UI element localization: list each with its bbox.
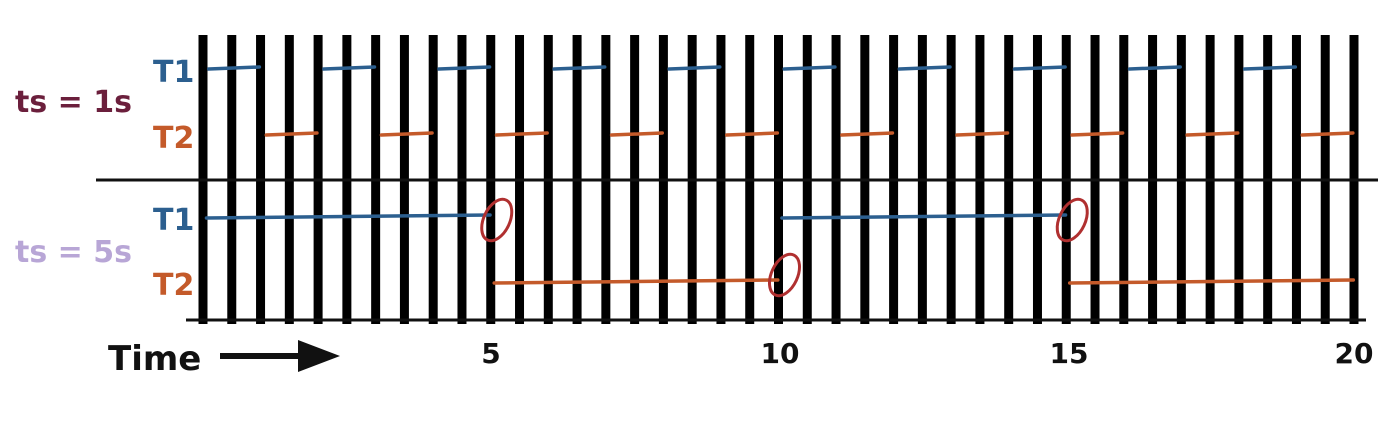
row1-thread-label-t1: T1: [153, 55, 194, 90]
segment-t2: [494, 131, 549, 137]
segment-t2: [1070, 131, 1125, 137]
tick-label-5: 5: [481, 337, 500, 370]
segment-t1: [780, 213, 1068, 220]
segment-t2: [379, 131, 434, 137]
time-arrow-icon: [220, 340, 340, 372]
segment-t2: [264, 131, 319, 137]
tick-label-20: 20: [1335, 337, 1374, 370]
segment-t1: [1127, 65, 1182, 71]
row2-thread-label-t2: T2: [153, 268, 194, 303]
segment-t1: [204, 213, 492, 220]
segment-t1: [1012, 65, 1067, 71]
thread-segments: [204, 65, 1356, 285]
segment-t2: [492, 278, 780, 285]
row-label-ts5: ts = 5s: [15, 235, 132, 270]
tick-label-15: 15: [1050, 337, 1089, 370]
segment-t2: [1300, 131, 1355, 137]
time-axis-label: Time: [108, 339, 201, 379]
segment-t2: [724, 131, 780, 137]
segment-t1: [437, 65, 492, 71]
segment-t2: [840, 131, 895, 137]
row2-thread-label-t1: T1: [153, 203, 194, 238]
row1-thread-label-t2: T2: [153, 121, 194, 156]
segment-t1: [207, 65, 262, 71]
segment-t2: [609, 131, 664, 137]
segment-t1: [782, 65, 837, 71]
segment-t1: [667, 65, 722, 71]
segment-t2: [1185, 131, 1240, 137]
switch-circle-5: [480, 197, 514, 243]
time-axis-ticks: 5 10 15 20: [481, 337, 1373, 370]
row-label-ts1: ts = 1s: [15, 85, 132, 120]
switch-circle-15: [1055, 197, 1089, 243]
segment-t1: [1242, 65, 1298, 71]
segment-t1: [897, 65, 952, 71]
segment-t1: [552, 65, 607, 71]
row-dividers: [96, 178, 1378, 322]
segment-t1: [322, 65, 377, 71]
segment-t2: [955, 131, 1010, 137]
tick-label-10: 10: [761, 337, 800, 370]
switch-circle-10: [767, 252, 802, 298]
segment-t2: [1067, 278, 1356, 285]
context-switch-marks: [480, 197, 1089, 298]
